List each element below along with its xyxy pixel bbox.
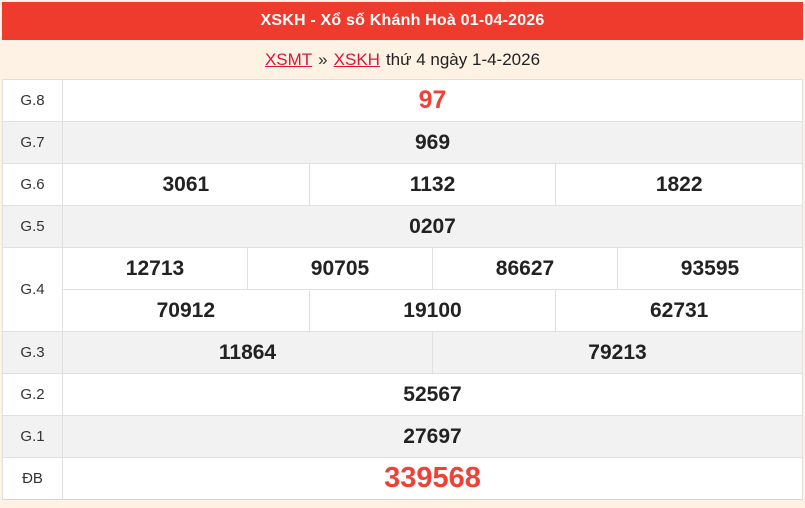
prize-row: G.8 97 (3, 80, 802, 121)
prize-label: G.1 (3, 416, 63, 457)
prize-value-line: 969 (63, 122, 802, 163)
prize-label: G.8 (3, 80, 63, 121)
prize-value: 97 (418, 86, 447, 114)
prize-row: ĐB 339568 (3, 457, 802, 499)
prize-value-line: 97 (63, 80, 802, 121)
breadcrumb-link-xsmt[interactable]: XSMT (264, 49, 313, 69)
prize-value: 1132 (310, 164, 557, 205)
prize-value: 339568 (384, 462, 481, 494)
prize-row: G.7 969 (3, 121, 802, 163)
header-bar: XSKH - Xổ số Khánh Hoà 01-04-2026 (2, 2, 803, 40)
prize-values: 339568 (63, 458, 802, 499)
results-table: G.8 97 G.7 969 G.6 3061 1132 1822 G.5 0207 G.4 1271… (2, 79, 803, 500)
prize-value: 1822 (655, 172, 703, 196)
prize-row: G.5 0207 (3, 205, 802, 247)
prize-value: 93595 (680, 256, 740, 280)
prize-values: 11864 79213 (63, 332, 802, 373)
prize-row: G.1 27697 (3, 415, 802, 457)
prize-label: G.6 (3, 164, 63, 205)
prize-value-line: 11864 79213 (63, 332, 802, 373)
prize-label: G.3 (3, 332, 63, 373)
prize-value-line: 12713 90705 86627 93595 (63, 248, 802, 289)
breadcrumb-separator: » (318, 49, 328, 69)
prize-value: 86627 (433, 248, 618, 289)
prize-value: 70912 (63, 290, 310, 331)
prize-value: 969 (414, 130, 451, 154)
prize-values: 0207 (63, 206, 802, 247)
prize-value: 12713 (63, 248, 248, 289)
prize-label: G.4 (3, 248, 63, 331)
prize-value-line: 70912 19100 62731 (63, 289, 802, 331)
prize-value: 3061 (63, 164, 310, 205)
prize-value: 19100 (310, 290, 557, 331)
prize-label: G.2 (3, 374, 63, 415)
prize-value-line: 0207 (63, 206, 802, 247)
prize-row: G.2 52567 (3, 373, 802, 415)
prize-values: 3061 1132 1822 (63, 164, 802, 205)
prize-values: 969 (63, 122, 802, 163)
prize-value: 62731 (649, 298, 709, 322)
prize-label: ĐB (3, 458, 63, 499)
prize-value-line: 27697 (63, 416, 802, 457)
breadcrumb: XSMT » XSKH thứ 4 ngày 1-4-2026 (2, 40, 803, 79)
breadcrumb-link-xskh[interactable]: XSKH (333, 49, 380, 69)
prize-value-line: 339568 (63, 458, 802, 499)
prize-row: G.6 3061 1132 1822 (3, 163, 802, 205)
prize-values: 12713 90705 86627 93595 70912 19100 62731 (63, 248, 802, 331)
prize-values: 27697 (63, 416, 802, 457)
prize-value-line: 52567 (63, 374, 802, 415)
prize-values: 97 (63, 80, 802, 121)
prize-value: 90705 (248, 248, 433, 289)
breadcrumb-date-text: thứ 4 ngày 1-4-2026 (385, 49, 541, 69)
prize-values: 52567 (63, 374, 802, 415)
prize-value-line: 3061 1132 1822 (63, 164, 802, 205)
prize-label: G.7 (3, 122, 63, 163)
prize-value: 11864 (63, 332, 433, 373)
prize-label: G.5 (3, 206, 63, 247)
prize-value: 0207 (409, 214, 456, 238)
prize-row: G.4 12713 90705 86627 93595 70912 19100 62731 (3, 247, 802, 331)
prize-value: 79213 (588, 340, 647, 364)
prize-value: 52567 (403, 382, 462, 406)
prize-value: 27697 (403, 424, 462, 448)
prize-row: G.3 11864 79213 (3, 331, 802, 373)
page-title: XSKH - Xổ số Khánh Hoà 01-04-2026 (260, 12, 545, 29)
